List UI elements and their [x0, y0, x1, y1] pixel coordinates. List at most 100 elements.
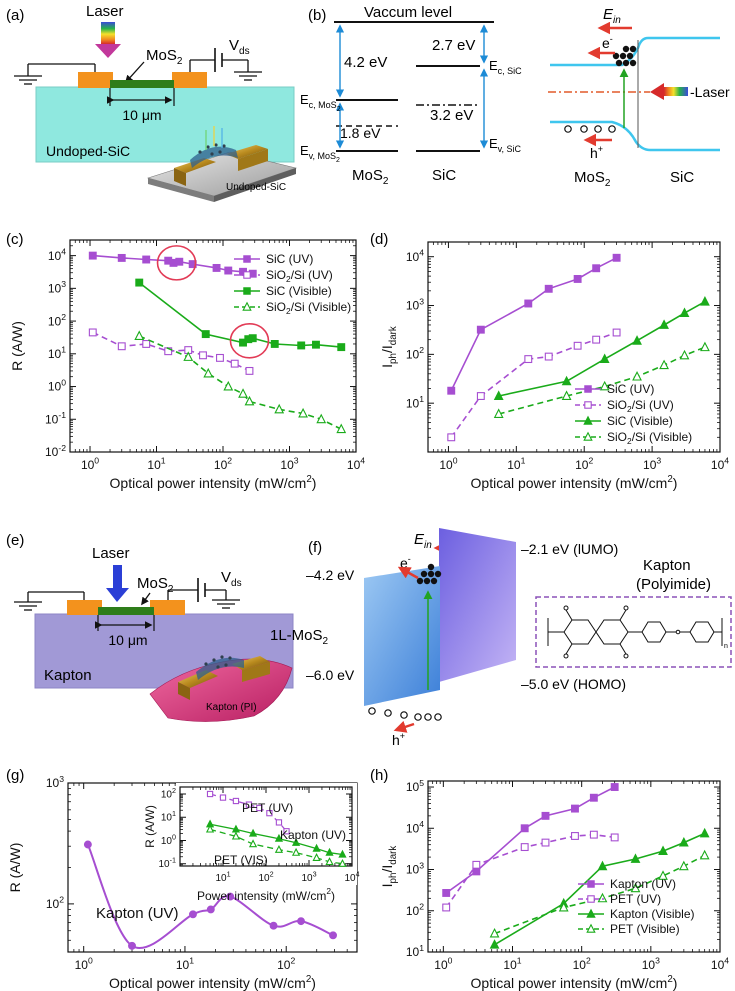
data-point-marker: [679, 307, 690, 318]
data-point-marker: [274, 833, 284, 842]
series-line: [450, 257, 617, 392]
data-point-marker: [291, 847, 301, 856]
hole-label-f: h+: [392, 731, 405, 748]
data-point-marker: [599, 380, 610, 391]
y-tick-label: 101: [406, 943, 424, 959]
data-point-marker: [573, 341, 582, 350]
energy-label-b: 2.7 eV: [432, 37, 475, 54]
ec-sic-label: Ec, SiC: [489, 58, 522, 76]
data-point-marker: [541, 811, 550, 820]
y-tick-label: 100: [48, 377, 66, 393]
legend-label: SiC (Visible): [266, 284, 332, 298]
data-point-marker: [270, 340, 279, 348]
vacuum-level-label: Vaccum level: [364, 4, 452, 21]
data-point-marker: [586, 908, 596, 918]
x-axis-label: Optical power intensity (mW/cm2): [471, 474, 678, 491]
y-tick-label: 10-1: [45, 410, 66, 426]
laser-beam-b: [664, 87, 688, 96]
highlight-circle: [229, 322, 270, 359]
data-point-marker: [203, 367, 214, 378]
electrode-right-a: [172, 72, 207, 88]
x-tick-label: 103: [280, 456, 298, 472]
y-tick-label: 100: [161, 832, 176, 847]
energy-label-b: 1.8 eV: [340, 125, 381, 141]
y-tick-label: 102: [48, 312, 66, 328]
hole-cluster-b: [564, 125, 616, 133]
data-point-marker: [199, 351, 207, 360]
plot-frame: [427, 780, 721, 953]
x-tick-label: 104: [344, 870, 359, 885]
data-point-marker: [678, 836, 689, 847]
x-tick-label: 104: [711, 956, 729, 972]
mos2-channel-e: [98, 607, 154, 615]
y-tick-label: 102: [406, 345, 424, 361]
panel-e: (e) Laser MoS2 Vds 10 μm Kapton: [6, 532, 294, 722]
x-tick-label: 101: [503, 956, 521, 972]
legend: SiC (UV) SiO2/Si (UV)SiC (Visible) SiO2/Si…: [575, 382, 692, 446]
y-tick-label: 104: [48, 246, 66, 262]
inset-background: [176, 783, 357, 885]
data-point-marker: [544, 352, 553, 361]
ev-mos2-label: Ev, MoS2: [300, 143, 340, 164]
x-axis-label: Optical power intensity (mW/cm2): [109, 974, 316, 991]
data-point-marker: [298, 407, 308, 418]
x-tick-label: 101: [176, 956, 194, 972]
lumo-label: –2.1 eV (lUMO): [521, 541, 618, 557]
data-point-marker: [493, 390, 504, 400]
laser-arrowhead-a: [95, 44, 121, 58]
series-label-kapton-uv: Kapton (UV): [96, 905, 179, 922]
y-tick-label: 10-2: [45, 443, 66, 459]
data-point-marker: [612, 328, 621, 337]
legend-label: SiC (UV): [607, 382, 654, 396]
data-point-marker: [524, 355, 533, 364]
data-point-marker: [230, 359, 239, 368]
inset-label-pet-vis: PET (VIS): [214, 853, 268, 867]
legend-label: SiO2/Si (Visible): [266, 300, 351, 316]
data-point-marker: [297, 917, 305, 926]
chart-g-responsivity-kapton: 100 101 102 102 103 Optical power intensity (…: [7, 774, 360, 991]
data-point-marker: [244, 395, 255, 406]
laser-label-e: Laser: [92, 545, 130, 562]
y-tick-label: 10-1: [158, 856, 176, 871]
device-label-a: Undoped-SiC: [226, 182, 286, 193]
data-point-marker: [88, 251, 97, 260]
data-point-marker: [243, 271, 251, 279]
data-point-marker: [541, 838, 550, 847]
panel-a: (a) Laser MoS2 Vds 10 μm Undoped-SiC: [6, 3, 298, 202]
y-tick-label: 103: [406, 296, 424, 312]
data-point-marker: [135, 278, 144, 287]
mos2-label-a: MoS2: [146, 47, 183, 67]
x-tick-label: 102: [214, 456, 232, 472]
data-point-marker: [612, 253, 621, 262]
y-tick-label: 101: [406, 394, 424, 410]
x-tick-label: 103: [301, 870, 316, 885]
kapton-sheet: [439, 528, 516, 682]
y-tick-label: 102: [406, 902, 424, 918]
data-point-marker: [561, 375, 572, 386]
material-label-b: SiC: [432, 167, 456, 184]
legend-label: SiC (Visible): [607, 414, 673, 428]
data-point-marker: [274, 844, 284, 853]
y-axis-label: Iph/Idark: [379, 846, 399, 888]
series-pet-uv: [442, 830, 619, 912]
hole-label-b: h+: [590, 144, 603, 161]
data-point-marker: [632, 335, 642, 345]
data-point-marker: [224, 266, 233, 275]
data-point-marker: [297, 341, 306, 350]
data-point-marker: [269, 921, 278, 930]
data-point-marker: [248, 839, 258, 848]
data-point-marker: [447, 386, 456, 395]
data-point-marker: [589, 830, 598, 839]
legend-label: SiO2/Si (UV): [266, 268, 333, 284]
x-axis-label: Optical power intensity (mW/cm2): [110, 474, 317, 491]
data-point-marker: [256, 804, 263, 812]
data-point-marker: [630, 853, 641, 863]
data-point-marker: [88, 328, 97, 337]
data-point-marker: [592, 335, 601, 344]
mos2-sheet: [364, 566, 440, 706]
data-point-marker: [544, 284, 553, 293]
data-point-marker: [206, 790, 214, 798]
energy-label-b: 3.2 eV: [430, 107, 473, 124]
data-point-marker: [134, 330, 145, 340]
